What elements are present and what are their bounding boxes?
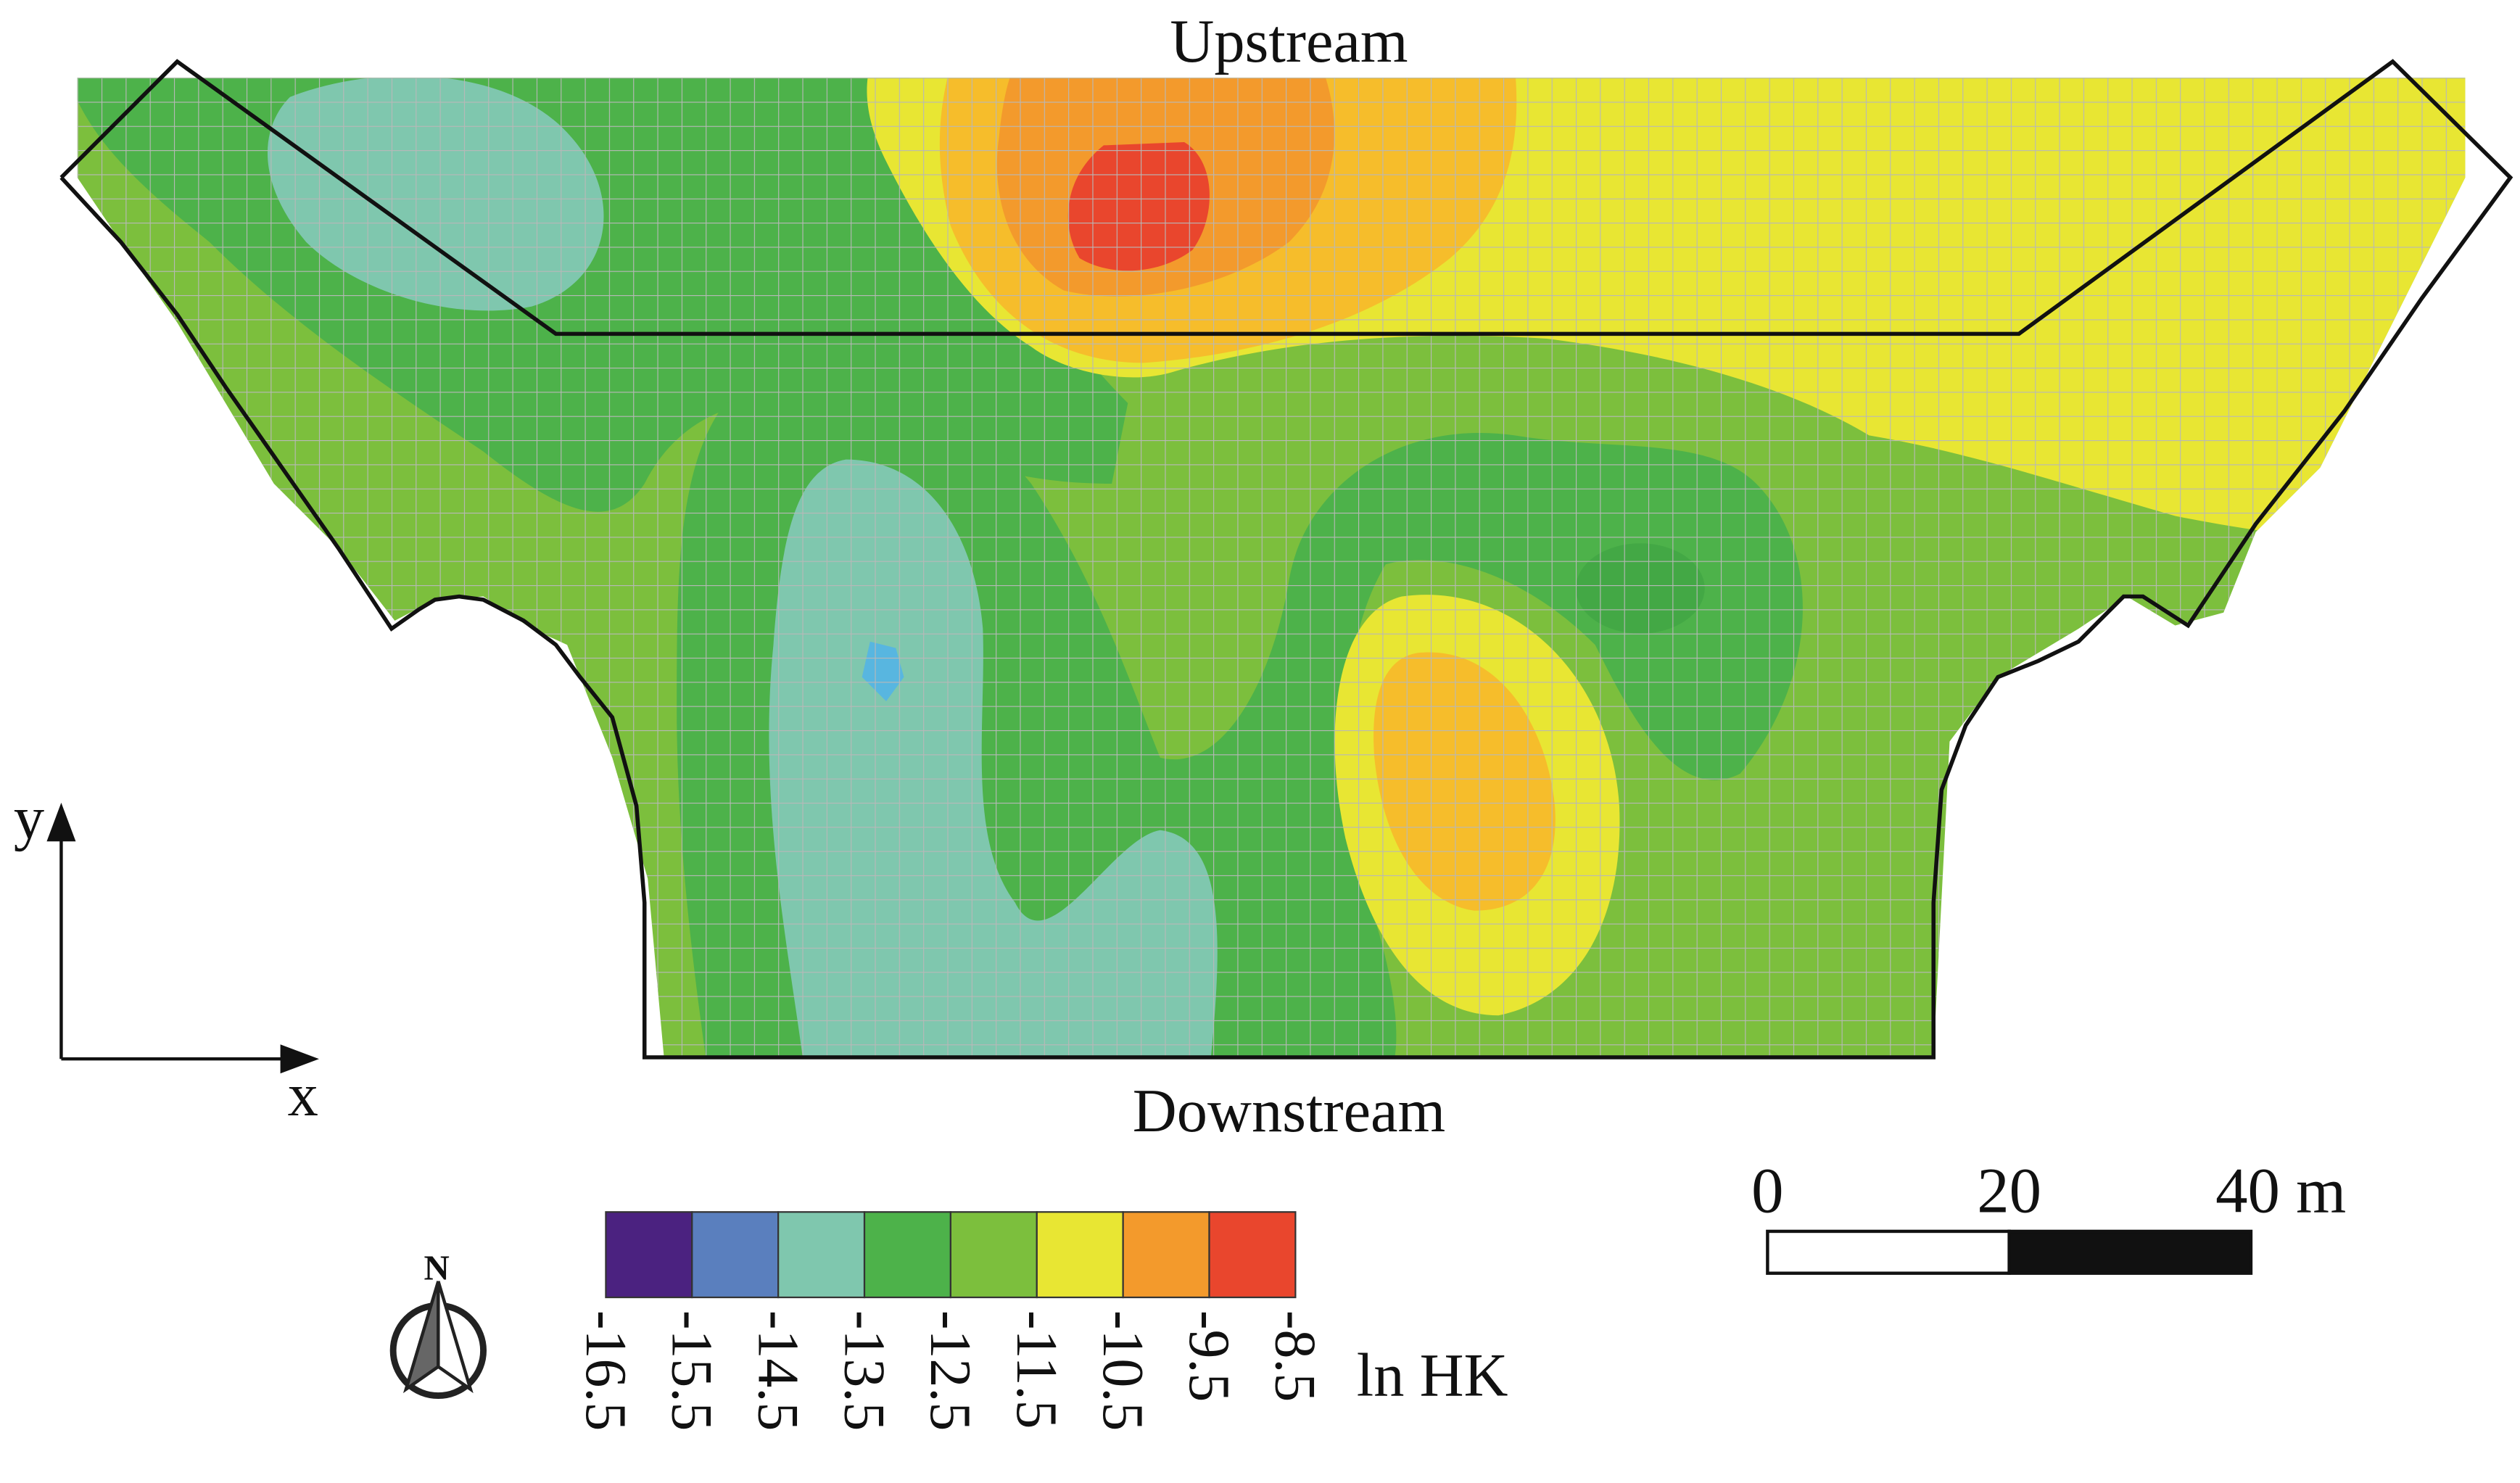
- axis-label-y: y: [14, 785, 44, 852]
- legend-swatch: [949, 1211, 1038, 1299]
- scale-bar-tick-label: 20: [1977, 1155, 2041, 1226]
- x-axis-arrow-icon: [280, 1044, 319, 1074]
- legend-tick-label: -15.5: [660, 1310, 724, 1432]
- legend: -16.5 -15.5 -14.5 -13.5 -12.5 -11.5 -10.5 -9.5-…: [574, 1211, 1508, 1432]
- dam-outline-upper: [59, 59, 2513, 1059]
- legend-tick-label: -10.5: [1091, 1310, 1154, 1432]
- legend-swatch: [777, 1211, 866, 1299]
- scale-bar: 0 20 40 m: [1751, 1155, 2346, 1275]
- scale-bar-ticks: 0 20 40 m: [1751, 1155, 2346, 1226]
- legend-swatch: [1208, 1211, 1297, 1299]
- axis-label-x: x: [288, 1062, 318, 1129]
- legend-title: ln HK: [1357, 1342, 1508, 1410]
- legend-tick-label: -12.5: [918, 1310, 982, 1432]
- upstream-label: Upstream: [1170, 8, 1408, 75]
- legend-tick-label: -8.5: [1263, 1310, 1327, 1403]
- north-arrow-icon: N: [389, 1248, 487, 1400]
- scale-bar-segments: [1766, 1229, 2253, 1275]
- legend-swatch: [691, 1211, 780, 1299]
- scale-bar-segment: [2007, 1229, 2253, 1275]
- hk-contour-field: [77, 78, 2466, 1056]
- legend-swatches: [605, 1211, 1297, 1299]
- legend-tick-label: -14.5: [745, 1310, 809, 1432]
- legend-tick-label: -11.5: [1004, 1310, 1068, 1429]
- coordinate-axes: y x: [14, 785, 319, 1129]
- legend-tick-label: -16.5: [574, 1310, 637, 1432]
- legend-swatch: [1036, 1211, 1124, 1299]
- scale-bar-tick-label: 0: [1751, 1155, 1783, 1226]
- scale-bar-tick-label: 40 m: [2215, 1155, 2346, 1226]
- mesh-grid: [77, 78, 2466, 1056]
- legend-tick-label: -9.5: [1177, 1310, 1241, 1403]
- legend-tick-label: -13.5: [832, 1310, 896, 1432]
- legend-ticks: -16.5 -15.5 -14.5 -13.5 -12.5 -11.5 -10.5 -9.5-…: [574, 1310, 1327, 1432]
- legend-swatch: [1122, 1211, 1210, 1299]
- scale-bar-segment: [1766, 1229, 2011, 1275]
- y-axis-arrow-icon: [46, 802, 76, 842]
- legend-swatch: [863, 1211, 952, 1299]
- legend-swatch: [605, 1211, 693, 1299]
- downstream-label: Downstream: [1133, 1078, 1445, 1145]
- north-label: N: [424, 1248, 449, 1288]
